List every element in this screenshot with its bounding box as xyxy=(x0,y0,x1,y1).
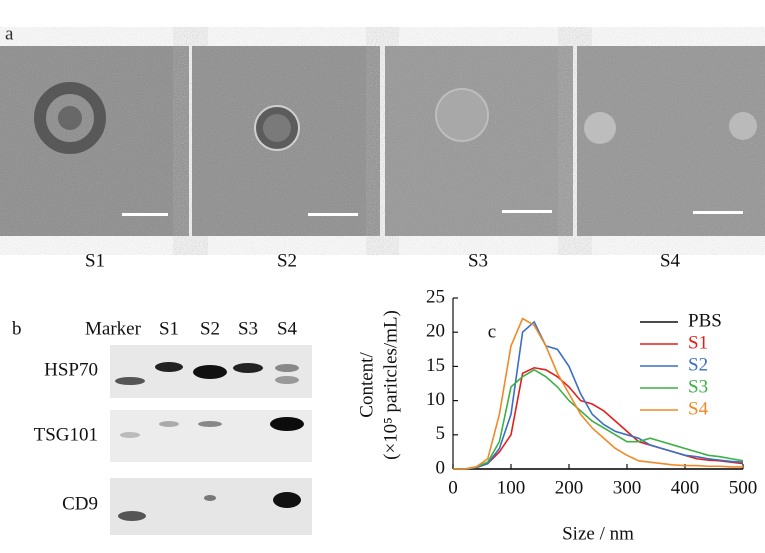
lane-label: S3 xyxy=(238,318,258,339)
y-tick-label: 20 xyxy=(426,321,445,342)
lane-label: S2 xyxy=(200,318,220,339)
tem-image xyxy=(577,46,765,236)
lane-label: S4 xyxy=(277,318,298,339)
y-tick-label: 0 xyxy=(436,457,446,478)
tem-image xyxy=(192,46,380,236)
y-axis-label: (×10⁵ paritcles/mL) xyxy=(380,310,401,460)
image-label: S1 xyxy=(85,250,105,271)
image-label: S3 xyxy=(468,250,488,271)
panel-label: a xyxy=(5,23,14,44)
y-axis-label: Content/ xyxy=(356,352,377,418)
series-line xyxy=(453,317,743,470)
legend-label: S2 xyxy=(688,354,708,375)
protein-label: CD9 xyxy=(62,493,98,514)
panel-label: b xyxy=(12,318,22,339)
x-tick-label: 300 xyxy=(613,477,642,498)
image-label: S4 xyxy=(660,250,681,271)
lane-label: S1 xyxy=(159,318,179,339)
legend-label: S1 xyxy=(688,332,708,353)
image-label: S2 xyxy=(277,250,297,271)
x-tick-label: 500 xyxy=(729,477,758,498)
protein-label: HSP70 xyxy=(44,359,98,380)
protein-label: TSG101 xyxy=(34,424,98,445)
blot xyxy=(110,478,312,535)
y-tick-label: 10 xyxy=(426,389,445,410)
panel-label: c xyxy=(488,321,496,342)
blot xyxy=(110,345,312,398)
legend-label: PBS xyxy=(688,310,722,331)
tem-image xyxy=(0,46,189,236)
series-line xyxy=(453,366,744,470)
y-tick-label: 25 xyxy=(426,286,445,307)
x-tick-label: 100 xyxy=(497,477,526,498)
blot xyxy=(110,410,312,462)
x-tick-label: 400 xyxy=(671,477,700,498)
lane-label: Marker xyxy=(85,318,142,339)
legend-label: S3 xyxy=(688,376,708,397)
x-tick-label: 0 xyxy=(448,477,458,498)
series-line xyxy=(453,368,744,470)
tem-image xyxy=(385,46,573,236)
legend-label: S4 xyxy=(688,398,709,419)
y-tick-label: 5 xyxy=(436,423,446,444)
series-line xyxy=(453,320,744,470)
y-tick-label: 15 xyxy=(426,355,445,376)
x-tick-label: 200 xyxy=(555,477,584,498)
x-axis-label: Size / nm xyxy=(562,523,634,544)
